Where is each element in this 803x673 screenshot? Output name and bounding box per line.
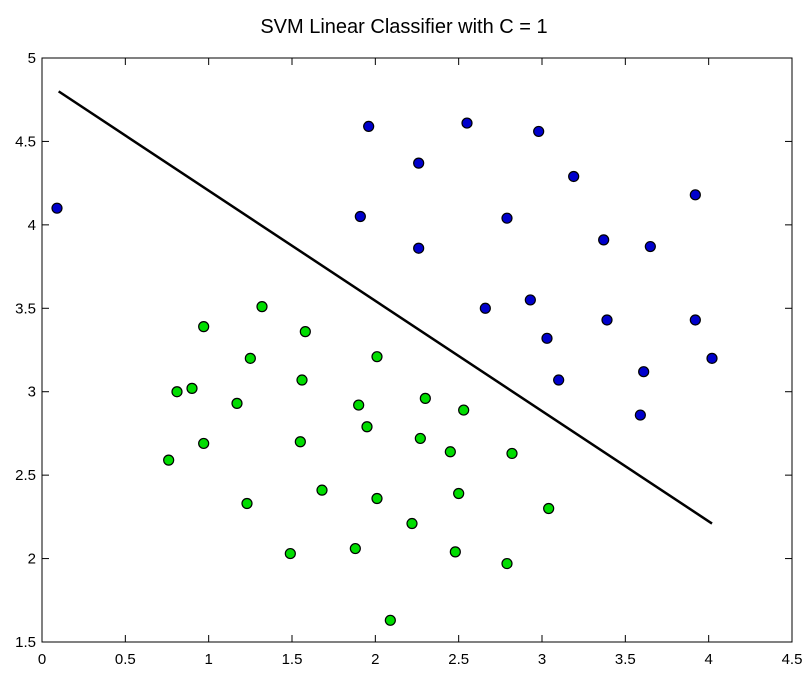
data-point-series-1 <box>553 374 565 386</box>
data-point-series-2 <box>171 386 183 398</box>
x-tick-label: 4 <box>704 651 712 668</box>
data-point-series-2 <box>186 382 198 394</box>
y-tick-label: 3 <box>28 384 36 401</box>
x-tick-label: 2 <box>371 651 379 668</box>
data-point-series-2 <box>414 432 426 445</box>
decision-boundary-layer <box>57 90 713 525</box>
data-points-layer <box>51 117 718 626</box>
y-tick-label: 2.5 <box>15 467 36 484</box>
x-tick-label: 3 <box>538 651 546 668</box>
y-axis: 1.5 2 2.5 3 3.5 4 4.5 5 <box>15 50 792 651</box>
data-point-series-1 <box>501 212 513 224</box>
data-point-series-1 <box>689 189 701 201</box>
data-point-series-2 <box>198 321 210 333</box>
x-tick-label: 3.5 <box>615 651 636 668</box>
data-point-series-2 <box>294 436 306 448</box>
data-point-series-2 <box>299 326 311 338</box>
data-point-series-2 <box>384 614 396 626</box>
y-tick-label: 1.5 <box>15 634 36 651</box>
data-point-series-2 <box>284 547 296 560</box>
data-point-series-2 <box>543 502 555 515</box>
data-point-series-2 <box>501 557 513 570</box>
data-point-series-2 <box>506 447 518 460</box>
y-tick-label: 2 <box>28 551 36 568</box>
data-point-series-1 <box>634 409 646 421</box>
data-point-series-2 <box>371 351 383 363</box>
data-point-series-1 <box>524 294 536 306</box>
data-point-series-1 <box>479 302 491 314</box>
data-point-series-1 <box>461 117 473 129</box>
data-point-series-1 <box>413 157 425 169</box>
x-tick-label: 0.5 <box>115 651 136 668</box>
data-point-series-2 <box>316 484 328 496</box>
data-point-series-1 <box>638 366 650 378</box>
data-point-series-2 <box>349 542 361 555</box>
y-tick-label: 5 <box>28 50 36 67</box>
data-point-series-1 <box>601 314 613 326</box>
data-point-series-2 <box>449 546 461 558</box>
x-axis: 0 0.5 1 1.5 2 2.5 3 3.5 4 4.5 <box>38 58 803 668</box>
x-tick-label: 0 <box>38 651 46 668</box>
data-point-series-2 <box>296 374 308 386</box>
data-point-series-2 <box>256 301 268 313</box>
x-tick-label: 1.5 <box>282 651 303 668</box>
data-point-series-1 <box>598 234 610 246</box>
data-point-series-2 <box>361 421 373 433</box>
data-point-series-2 <box>353 399 365 411</box>
data-point-series-1 <box>689 314 701 326</box>
data-point-series-1 <box>541 332 553 344</box>
plot-area-frame <box>41 57 793 643</box>
decision-boundary-line <box>57 90 713 525</box>
data-point-series-1 <box>354 210 366 223</box>
data-point-series-2 <box>371 492 383 505</box>
data-point-series-1 <box>568 170 580 183</box>
data-point-series-2 <box>406 517 418 530</box>
data-point-series-1 <box>533 125 545 138</box>
x-tick-label: 2.5 <box>448 651 469 668</box>
y-tick-label: 4.5 <box>15 133 36 150</box>
data-point-series-1 <box>644 240 656 253</box>
data-point-series-2 <box>419 392 431 404</box>
x-tick-label: 1 <box>204 651 212 668</box>
data-point-series-2 <box>231 397 243 409</box>
data-point-series-2 <box>444 446 456 458</box>
data-point-series-2 <box>458 404 470 416</box>
chart-title: SVM Linear Classifier with C = 1 <box>260 16 547 38</box>
data-point-series-2 <box>244 352 256 364</box>
data-point-series-1 <box>363 120 375 133</box>
y-tick-label: 3.5 <box>15 300 36 317</box>
data-point-series-1 <box>706 352 718 364</box>
x-tick-label: 4.5 <box>782 651 803 668</box>
y-tick-label: 4 <box>28 217 36 234</box>
data-point-series-1 <box>51 202 63 214</box>
data-point-series-2 <box>241 497 253 510</box>
data-point-series-2 <box>453 487 465 500</box>
data-point-series-1 <box>413 242 425 254</box>
data-point-series-2 <box>163 454 175 466</box>
data-point-series-2 <box>198 437 210 450</box>
